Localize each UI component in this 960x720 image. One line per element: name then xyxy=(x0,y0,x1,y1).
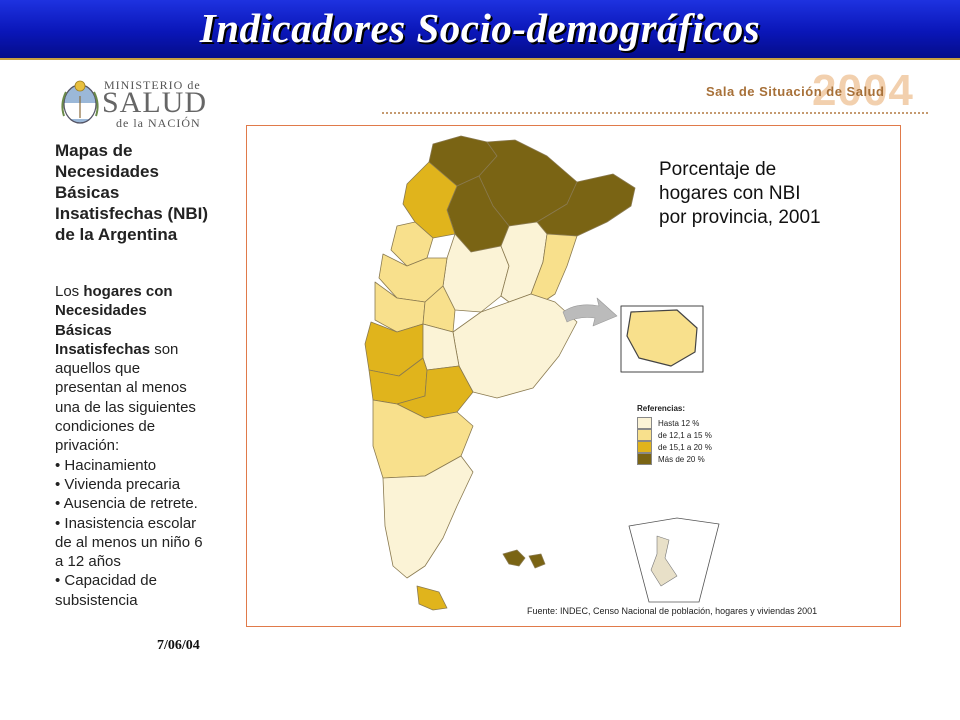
banner-text: Sala de Situación de Salud xyxy=(706,84,885,99)
islands-malvinas xyxy=(502,549,546,569)
legend-item: de 12,1 a 15 % xyxy=(637,429,712,441)
legend-label: de 12,1 a 15 % xyxy=(658,430,712,440)
map-source: Fuente: INDEC, Censo Nacional de poblaci… xyxy=(527,606,818,616)
map-title: Porcentaje de hogares con NBI por provin… xyxy=(659,158,821,230)
intro-bold: Insatisfechas xyxy=(55,340,151,358)
title-bar: Indicadores Socio-demográficos xyxy=(0,0,960,60)
bullet-line: • Inasistencia escolar xyxy=(55,514,197,532)
map-title-line: por provincia, 2001 xyxy=(659,207,821,228)
province-la-pampa xyxy=(422,323,460,371)
legend-swatch xyxy=(637,453,652,465)
argentina-emblem-icon xyxy=(61,80,99,124)
inset-caba xyxy=(626,309,698,367)
bullet-line: de al menos un niño 6 xyxy=(55,533,203,551)
province-santa-cruz xyxy=(382,455,474,579)
slide-title: Indicadores Socio-demográficos xyxy=(199,5,761,51)
sidebar-body: Los hogares con Necesidades Básicas Insa… xyxy=(55,282,245,610)
argentina-nbi-map xyxy=(364,135,720,611)
map-title-line: hogares con NBI xyxy=(659,183,801,204)
heading-line: Necesidades xyxy=(55,162,159,181)
province-chubut xyxy=(372,399,474,479)
heading-line: Básicas xyxy=(55,183,120,202)
logo-line-salud: SALUD xyxy=(102,86,208,119)
legend-item: de 15,1 a 20 % xyxy=(637,441,712,453)
legend-swatch xyxy=(637,441,652,453)
intro-suffix: son xyxy=(150,340,179,358)
heading-line: Mapas de xyxy=(55,141,133,160)
province-tierra-del-fuego xyxy=(416,585,448,611)
body-line: aquellos que xyxy=(55,360,141,378)
province-entre-rios xyxy=(530,233,578,303)
bullet-line: a 12 años xyxy=(55,553,121,571)
body-line: privación: xyxy=(55,437,120,455)
intro-bold: hogares con xyxy=(83,283,173,300)
legend-item: Hasta 12 % xyxy=(637,417,712,429)
sidebar-heading: Mapas de Necesidades Básicas Insatisfech… xyxy=(55,140,245,245)
intro-bold: Básicas xyxy=(55,321,112,339)
province-catamarca xyxy=(402,161,458,239)
body-line: presentan al menos xyxy=(55,379,187,397)
legend-item: Más de 20 % xyxy=(637,453,712,465)
bullet-line: • Vivienda precaria xyxy=(55,475,181,493)
heading-line: Insatisfechas (NBI) xyxy=(55,204,209,223)
banner-year: 2004 xyxy=(812,66,914,115)
logo-line-ministerio: MINISTERIO de xyxy=(104,78,201,92)
ministry-logo: MINISTERIO de SALUD de la NACIÓN xyxy=(58,74,218,130)
intro-bold: Necesidades xyxy=(55,302,147,320)
province-san-luis xyxy=(422,285,456,333)
body-line: condiciones de xyxy=(55,418,156,436)
heading-line: de la Argentina xyxy=(55,225,178,244)
province-misiones-corrientes xyxy=(536,173,636,237)
inset-arrow-icon xyxy=(562,297,618,327)
legend-title: Referencias: xyxy=(637,404,686,413)
map-frame: Porcentaje de hogares con NBI por provin… xyxy=(246,125,901,627)
sala-banner: 2004 Sala de Situación de Salud xyxy=(382,66,928,118)
inset-antarctica xyxy=(628,517,720,603)
body-line: una de las siguientes xyxy=(55,398,196,416)
legend-swatch xyxy=(637,417,652,429)
intro-prefix: Los xyxy=(55,283,84,300)
bullet-line: • Hacinamiento xyxy=(55,456,157,474)
logo-line-nacion: de la NACIÓN xyxy=(116,116,201,130)
banner-rule xyxy=(382,112,928,117)
slide-date: 7/06/04 xyxy=(157,638,200,653)
legend-swatch xyxy=(637,429,652,441)
legend-label: de 15,1 a 20 % xyxy=(658,442,712,452)
map-legend: Referencias: Hasta 12 % de 12,1 a 15 % d… xyxy=(637,404,712,465)
bullet-line: subsistencia xyxy=(55,591,138,609)
legend-label: Más de 20 % xyxy=(658,454,705,464)
map-title-line: Porcentaje de xyxy=(659,159,777,180)
bullet-line: • Capacidad de xyxy=(55,572,157,590)
legend-label: Hasta 12 % xyxy=(658,418,700,428)
bullet-line: • Ausencia de retrete. xyxy=(55,495,198,513)
